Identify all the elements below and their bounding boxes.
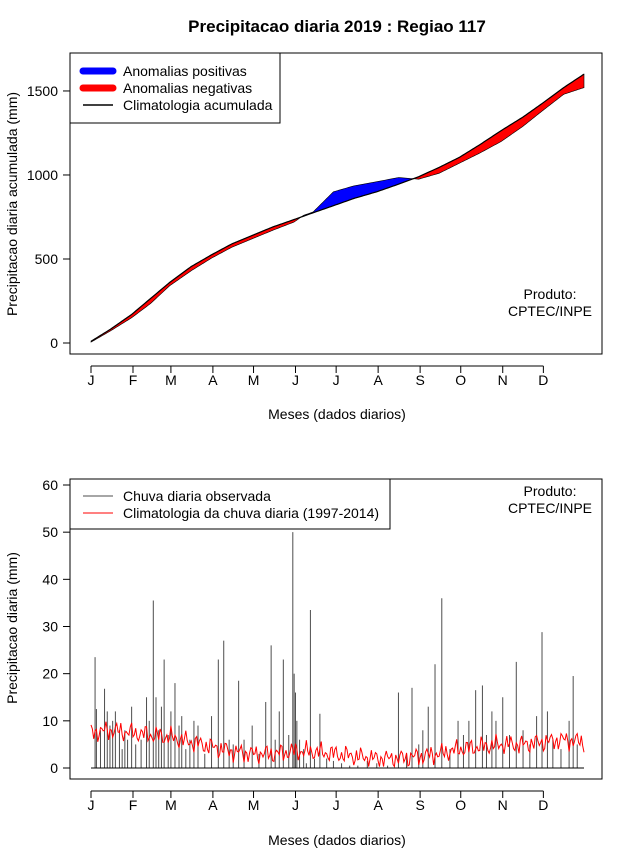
legend-label-climatology: Climatologia acumulada bbox=[123, 97, 273, 113]
daily-product-label-line1: Produto: bbox=[524, 483, 577, 499]
accumulated-climatology-line bbox=[90, 73, 585, 342]
accumulated-x-tick-label: O bbox=[455, 372, 466, 388]
accumulated-y-axis: 0 500 1000 1500 bbox=[27, 83, 71, 351]
daily-x-tick-label: N bbox=[498, 797, 508, 813]
daily-legend-box bbox=[69, 478, 391, 530]
daily-x-tick-label: S bbox=[415, 797, 424, 813]
accumulated-y-tick-label: 1000 bbox=[27, 167, 58, 183]
accumulated-x-tick-label: M bbox=[248, 372, 260, 388]
accumulated-y-tick-label: 0 bbox=[50, 335, 58, 351]
daily-y-tick-label: 0 bbox=[50, 760, 58, 776]
negative-anomaly-area bbox=[411, 73, 585, 180]
daily-y-axis: 0 10 20 30 40 50 60 bbox=[42, 477, 71, 776]
product-label-line1: Produto: bbox=[524, 286, 577, 302]
daily-climatology-line bbox=[90, 721, 585, 769]
daily-y-tick-label: 20 bbox=[42, 666, 58, 682]
accumulated-x-tick-label: J bbox=[292, 372, 299, 388]
accumulated-x-axis-label: Meses (dados diarios) bbox=[268, 406, 406, 422]
legend-label-observed: Chuva diaria observada bbox=[123, 488, 271, 504]
daily-x-tick-label: J bbox=[88, 797, 95, 813]
daily-y-tick-label: 50 bbox=[42, 524, 58, 540]
accumulated-x-tick-label: S bbox=[415, 372, 424, 388]
accumulated-x-tick-label: A bbox=[373, 372, 383, 388]
chart-title: Precipitacao diaria 2019 : Regiao 117 bbox=[188, 17, 486, 36]
daily-y-axis-label: Precipitacao diaria (mm) bbox=[4, 552, 20, 704]
daily-x-tick-label: A bbox=[373, 797, 383, 813]
accumulated-y-tick-label: 1500 bbox=[27, 83, 58, 99]
daily-panel: 0 10 20 30 40 50 60 J F M A M J J A S O N D Precipitacao … bbox=[4, 477, 603, 848]
accumulated-y-axis-label: Precipitacao diaria acumulada (mm) bbox=[4, 92, 20, 316]
legend-label-daily-climatology: Climatologia da chuva diaria (1997-2014) bbox=[123, 505, 379, 521]
accumulated-x-tick-label: F bbox=[129, 372, 138, 388]
legend-label-negative: Anomalias negativas bbox=[123, 80, 252, 96]
accumulated-panel: 0 500 1000 1500 J F M A M J J A S O N D Precipitacao d… bbox=[4, 52, 603, 422]
accumulated-x-tick-label: J bbox=[88, 372, 95, 388]
daily-y-tick-label: 30 bbox=[42, 619, 58, 635]
accumulated-x-tick-label: M bbox=[165, 372, 177, 388]
daily-y-tick-label: 40 bbox=[42, 571, 58, 587]
accumulated-x-tick-label: D bbox=[538, 372, 548, 388]
product-label-line2: CPTEC/INPE bbox=[508, 303, 592, 319]
negative-anomaly-area bbox=[90, 215, 303, 343]
daily-y-tick-label: 10 bbox=[42, 713, 58, 729]
daily-x-tick-label: A bbox=[208, 797, 218, 813]
daily-x-tick-label: F bbox=[129, 797, 138, 813]
daily-x-tick-label: O bbox=[455, 797, 466, 813]
legend-label-positive: Anomalias positivas bbox=[123, 63, 247, 79]
accumulated-y-tick-label: 500 bbox=[35, 251, 59, 267]
daily-x-tick-label: M bbox=[248, 797, 260, 813]
daily-product-label-line2: CPTEC/INPE bbox=[508, 500, 592, 516]
accumulated-legend: Anomalias positivas Anomalias negativas … bbox=[69, 52, 281, 124]
daily-x-tick-label: J bbox=[292, 797, 299, 813]
daily-x-tick-label: M bbox=[165, 797, 177, 813]
accumulated-x-tick-label: J bbox=[333, 372, 340, 388]
daily-x-tick-label: D bbox=[538, 797, 548, 813]
accumulated-x-tick-label: A bbox=[208, 372, 218, 388]
daily-x-axis-label: Meses (dados diarios) bbox=[268, 832, 406, 848]
daily-observed-bars bbox=[94, 532, 578, 768]
daily-y-tick-label: 60 bbox=[42, 477, 58, 493]
daily-x-tick-label: J bbox=[333, 797, 340, 813]
daily-legend: Chuva diaria observada Climatologia da c… bbox=[69, 478, 391, 530]
accumulated-x-tick-label: N bbox=[498, 372, 508, 388]
